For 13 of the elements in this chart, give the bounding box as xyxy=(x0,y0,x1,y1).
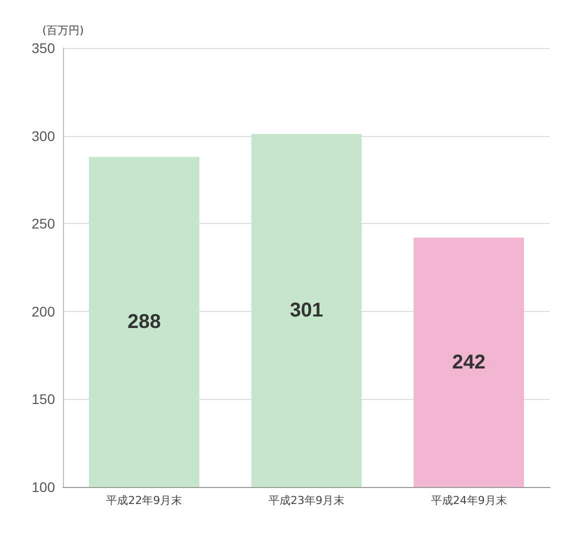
x-tick-label: 平成22年9月末 xyxy=(106,494,182,507)
y-tick-label: 350 xyxy=(32,40,56,56)
y-tick-label: 100 xyxy=(32,479,56,495)
data-label: 288 xyxy=(127,310,161,333)
y-axis-title: (百万円) xyxy=(42,24,84,37)
y-tick-label: 250 xyxy=(32,216,56,232)
data-label: 301 xyxy=(290,300,324,322)
data-label: 242 xyxy=(452,351,486,374)
y-tick-label: 200 xyxy=(32,303,56,320)
x-tick-label: 平成23年9月末 xyxy=(268,494,344,507)
y-tick-label: 150 xyxy=(32,391,56,408)
x-tick-label: 平成24年9月末 xyxy=(430,494,507,507)
y-tick-label: 300 xyxy=(32,128,56,144)
